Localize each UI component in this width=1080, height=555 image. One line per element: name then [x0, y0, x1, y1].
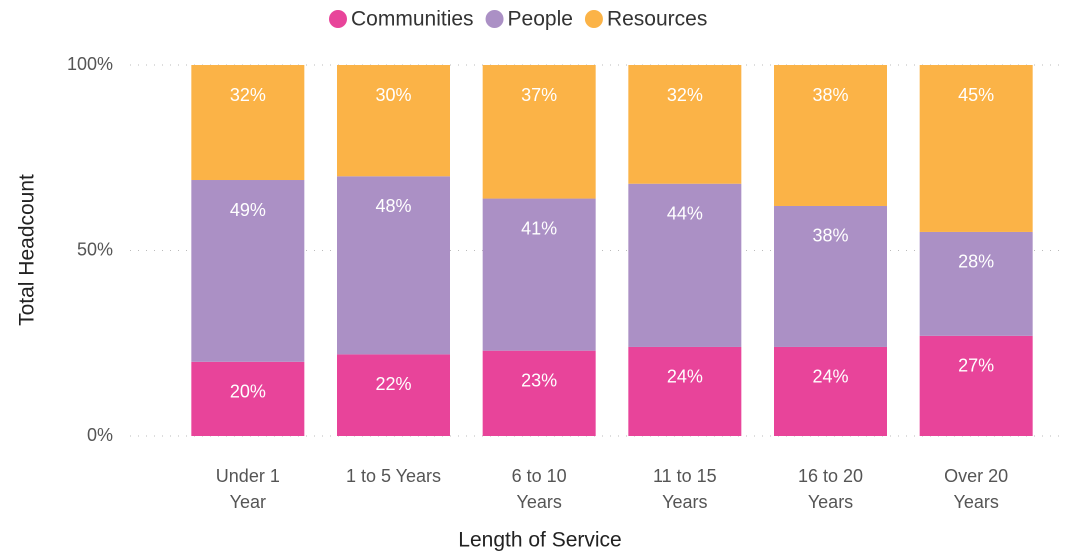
bar-segment [337, 65, 450, 177]
bar-segment [191, 180, 305, 362]
legend-label: Communities [351, 8, 474, 31]
data-label: 44% [667, 203, 703, 223]
y-tick-label: 0% [87, 425, 113, 445]
legend-marker [329, 10, 347, 28]
legend-label: People [508, 8, 573, 31]
x-tick-label: 11 to 15 Years [652, 466, 717, 512]
data-label: 24% [812, 367, 848, 387]
bar-segment [628, 65, 742, 184]
data-label: 38% [812, 226, 848, 246]
bar-segment [628, 183, 742, 347]
data-label: 45% [958, 85, 994, 105]
data-label: 38% [812, 85, 848, 105]
data-label: 32% [230, 85, 266, 105]
legend-label: Resources [607, 8, 707, 31]
bar-segment [482, 65, 596, 199]
data-label: 24% [667, 367, 703, 387]
bar-segment [191, 65, 305, 181]
bar-segment [919, 335, 1033, 436]
data-label: 32% [667, 85, 703, 105]
y-tick-label: 50% [77, 239, 113, 259]
legend-marker [584, 10, 603, 28]
data-label: 48% [375, 196, 411, 216]
bar-segment [774, 205, 887, 347]
data-label: 30% [375, 85, 411, 105]
x-tick-label: Over 20 Years [944, 466, 1009, 512]
data-label: 28% [958, 252, 994, 272]
bar-segment [774, 65, 887, 206]
data-label: 20% [230, 382, 266, 402]
legend-marker [485, 10, 504, 28]
data-label: 49% [230, 200, 266, 220]
bar-segment [774, 346, 887, 436]
bar-segment [919, 231, 1033, 336]
data-label: 22% [375, 374, 411, 394]
data-label: 41% [521, 218, 557, 238]
bar-segment [919, 65, 1033, 232]
x-tick-label: Under 1 Year [215, 466, 280, 512]
x-tick-label: 6 to 10 Years [511, 466, 567, 512]
bar-segment [191, 361, 305, 436]
data-label: 23% [521, 370, 557, 390]
bar-segment [628, 346, 742, 436]
x-tick-label: 1 to 5 Years [345, 466, 442, 486]
y-tick-label: 100% [67, 54, 113, 74]
data-label: 37% [521, 85, 557, 105]
bar-segment [337, 354, 450, 436]
x-tick-label: 16 to 20 Years [797, 466, 864, 512]
bar-segment [482, 350, 596, 436]
bar-segment [482, 198, 596, 351]
data-label: 27% [958, 356, 994, 376]
x-axis-title: Length of Service [458, 529, 621, 552]
y-axis-title: Total Headcount [16, 174, 39, 326]
bar-segment [337, 176, 450, 355]
